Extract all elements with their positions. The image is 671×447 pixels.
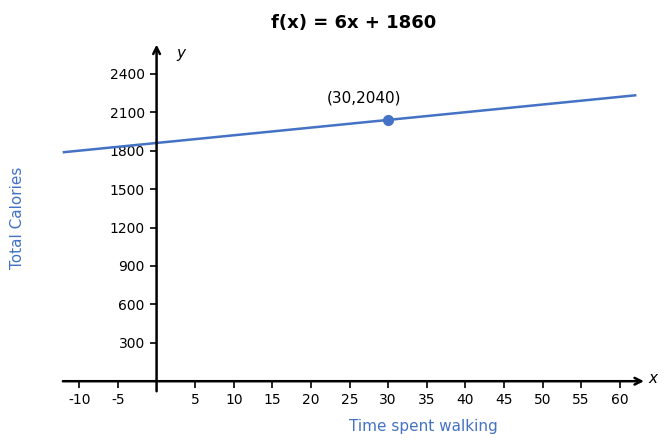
Text: y: y: [176, 46, 185, 61]
Text: (30,2040): (30,2040): [326, 91, 401, 106]
Y-axis label: Total Calories: Total Calories: [10, 167, 25, 269]
Title: f(x) = 6x + 1860: f(x) = 6x + 1860: [271, 14, 436, 32]
Text: x: x: [648, 371, 658, 386]
X-axis label: Time spent walking: Time spent walking: [350, 419, 498, 434]
